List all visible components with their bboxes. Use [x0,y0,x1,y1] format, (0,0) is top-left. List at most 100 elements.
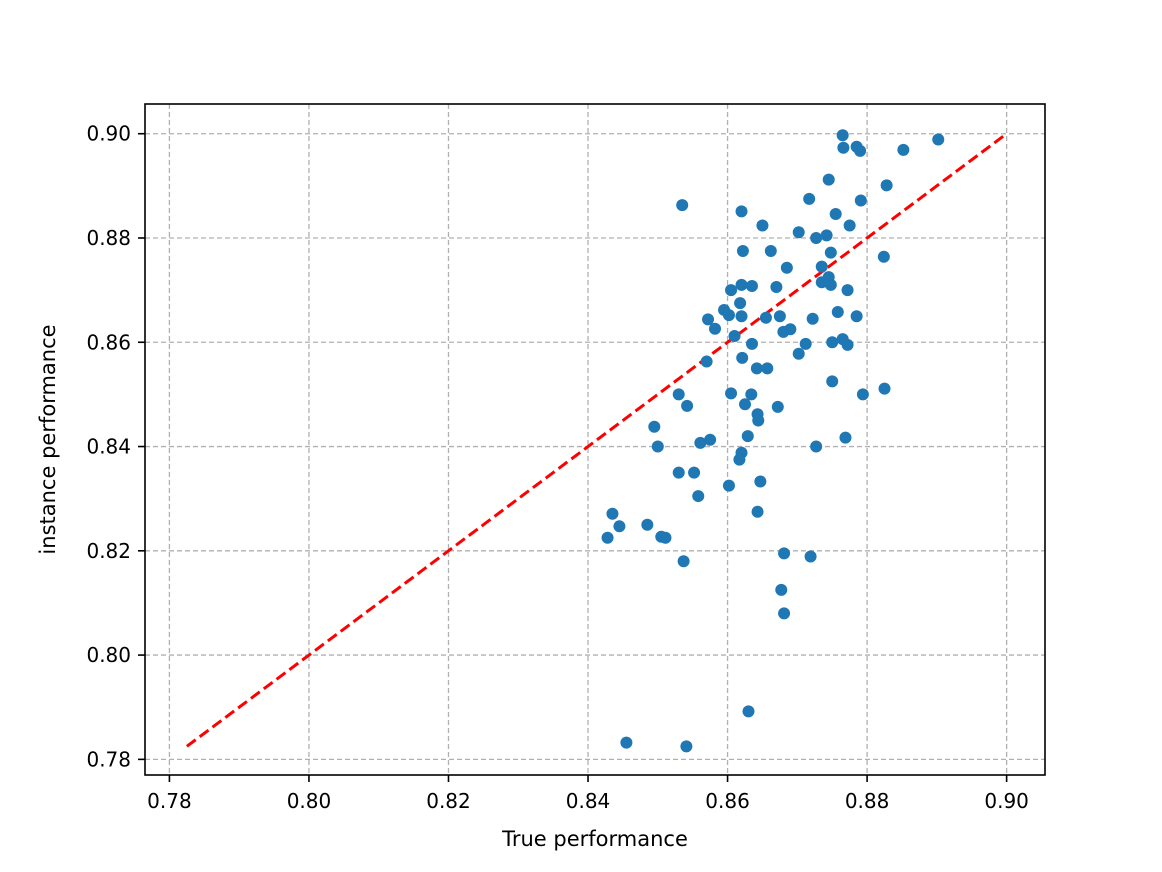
scatter-point [735,278,748,291]
scatter-point [850,310,863,323]
scatter-point [780,261,793,274]
x-tick-label: 0.90 [984,789,1029,813]
scatter-point [775,583,788,596]
scatter-point [733,453,746,466]
scatter-point [824,278,837,291]
scatter-point [841,338,854,351]
x-tick-label: 0.86 [705,789,750,813]
scatter-point [810,440,823,453]
scatter-point [694,436,707,449]
scatter-point [672,388,685,401]
scatter-point [820,229,833,242]
x-tick-label: 0.88 [845,789,890,813]
scatter-point [822,173,835,186]
scatter-point [839,431,852,444]
scatter-point [932,133,945,146]
scatter-point [778,547,791,560]
x-axis-label: True performance [501,827,688,851]
scatter-point [836,129,849,142]
scatter-point [792,226,805,239]
scatter-point [815,276,828,289]
scatter-point [745,388,758,401]
scatter-point [792,347,805,360]
scatter-point [736,351,749,364]
scatter-points [601,129,945,753]
scatter-point [897,143,910,156]
scatter-point [878,382,891,395]
scatter-point [803,192,816,205]
scatter-point [613,520,626,533]
scatter-point [824,246,837,259]
scatter-point [722,479,735,492]
x-tick-label: 0.80 [287,789,332,813]
y-tick-label: 0.90 [86,122,131,146]
scatter-point [751,505,764,518]
scatter-point [672,466,685,479]
scatter-point [725,387,738,400]
scatter-point [620,736,633,749]
scatter-point [722,309,735,322]
scatter-point [601,531,614,544]
y-tick-label: 0.82 [86,539,131,563]
scatter-point [739,398,751,411]
scatter-point [680,740,693,753]
y-tick-label: 0.78 [86,747,131,771]
scatter-point [831,306,844,319]
scatter-point [651,440,664,453]
scatter-point [854,194,867,207]
scatter-point [725,284,738,297]
scatter-point [856,388,869,401]
axis-ticks: 0.78 0.80 0.82 0.84 0.86 0.88 0.90 0.78 0.80 0.82… [86,122,1028,813]
scatter-point [759,311,772,324]
scatter-point [677,555,690,568]
scatter-point [641,518,654,531]
scatter-point [815,260,828,273]
scatter-point [826,375,839,388]
scatter-point [741,430,754,443]
scatter-point [799,337,812,350]
scatter-point [826,336,839,349]
scatter-point [735,310,748,323]
reference-line [185,135,1005,748]
scatter-point [659,531,672,544]
scatter-point [688,466,701,479]
scatter-point [829,208,842,221]
scatter-point [756,219,769,232]
y-tick-label: 0.84 [86,435,131,459]
x-tick-label: 0.78 [147,789,192,813]
scatter-point [841,284,854,297]
scatter-point [735,205,748,218]
scatter-point [681,399,694,412]
scatter-point [709,322,721,335]
scatter-point [752,414,765,427]
scatter-point [880,179,893,192]
scatter-point [843,219,856,232]
scatter-point [784,323,797,336]
scatter-point [734,297,747,310]
scatter-point [837,141,850,154]
scatter-point [804,550,817,563]
scatter-point [702,313,715,326]
scatter-point [692,490,705,503]
scatter-point [764,245,777,258]
scatter-point [700,355,713,368]
scatter-point [770,281,783,293]
scatter-point [676,199,689,212]
y-axis-label: instance performance [36,324,60,554]
y-tick-label: 0.80 [86,643,131,667]
scatter-point [704,433,717,446]
x-tick-label: 0.82 [426,789,471,813]
grid [145,104,1045,775]
scatter-point [771,400,784,413]
scatter-point [742,705,755,718]
scatter-point [854,144,867,157]
scatter-point [606,507,619,520]
y-tick-label: 0.88 [86,226,131,250]
scatter-point [728,330,741,343]
scatter-point [877,250,890,263]
scatter-point [778,607,791,620]
scatter-point [736,245,749,258]
scatter-point [773,310,786,323]
scatter-point [754,475,767,488]
